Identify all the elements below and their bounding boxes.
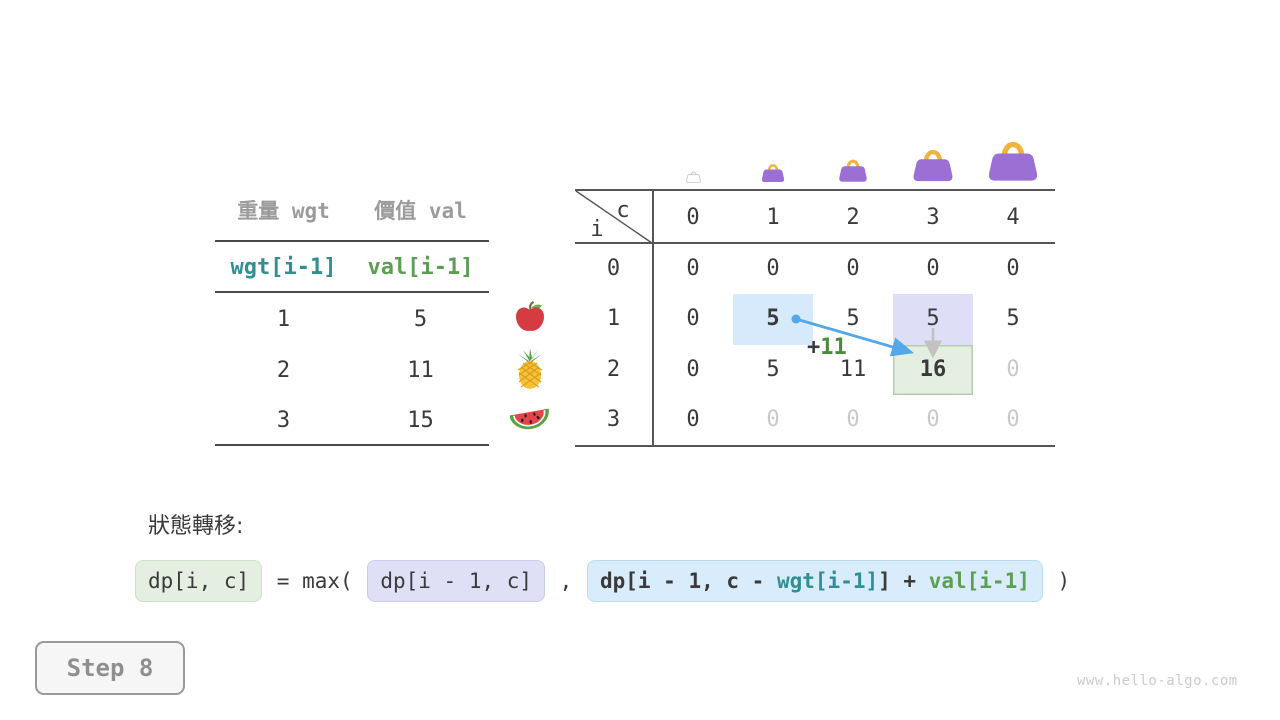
dp-cell: 0 (926, 407, 940, 433)
formula-text: dp[i - 1, c - (599, 569, 777, 593)
dp-cell: 0 (686, 255, 700, 281)
dp-header-line (575, 242, 1055, 244)
dp-col-header: 0 (686, 205, 700, 230)
formula-operator-text: ) (1043, 561, 1072, 601)
formula-term-lavender-box: dp[i - 1, c] (367, 560, 546, 602)
items-table-header-row: 重量 wgt 價值 val (215, 196, 489, 226)
dp-cell: 5 (1006, 306, 1020, 332)
dp-cell: 0 (686, 306, 700, 332)
items-table-subheader-row: wgt[i-1] val[i-1] (215, 253, 489, 283)
dp-col-header: 1 (766, 205, 780, 230)
items-table-header: 重量 wgt (237, 198, 330, 223)
formula-text: ) (1044, 569, 1071, 593)
items-table-row: 2 11 (215, 356, 489, 386)
apple-icon (506, 293, 554, 341)
dp-cell: 0 (1006, 255, 1020, 281)
dp-cell: 0 (686, 356, 700, 382)
items-table-header: 價值 val (374, 198, 467, 223)
item-value-value: 5 (413, 307, 428, 332)
step-badge: Step 8 (35, 641, 185, 695)
dp-cell: 0 (1006, 407, 1020, 433)
formula-term-blue-box: dp[i - 1, c - wgt[i-1]] + val[i-1] (586, 560, 1043, 602)
dp-cell: 0 (846, 407, 860, 433)
dp-corner-col-var: c (616, 198, 630, 223)
formula-text: wgt[i-1] (776, 569, 879, 593)
state-transition-label: 狀態轉移: (148, 514, 244, 539)
dp-cell: 0 (766, 407, 780, 433)
dp-col-header: 3 (926, 205, 940, 230)
dp-corner-row-var: i (590, 217, 604, 242)
formula-operator-text: = max( (262, 561, 367, 601)
annotation-value: 11 (820, 335, 847, 360)
formula-text: = max( (264, 569, 366, 593)
dp-cell: 0 (926, 255, 940, 281)
dp-row-header: 0 (606, 255, 621, 281)
watermelon-icon (506, 397, 554, 445)
bag-outline-icon (685, 170, 701, 183)
dp-cell: 5 (893, 294, 973, 345)
bag-icon (987, 137, 1039, 183)
dp-cell: 5 (766, 356, 780, 382)
bag-icon (912, 146, 954, 183)
item-weight-value: 2 (276, 358, 291, 383)
formula-text: ] + (878, 569, 929, 593)
pineapple-icon (506, 345, 554, 393)
dp-row-header: 3 (606, 407, 621, 433)
dp-cell: 0 (1006, 356, 1020, 382)
dp-cell: 5 (733, 294, 813, 345)
dp-row-header: 1 (606, 306, 621, 332)
dp-cell: 0 (846, 255, 860, 281)
dp-row-header: 2 (606, 356, 621, 382)
item-weight-value: 3 (276, 408, 291, 433)
watermark: www.hello-algo.com (1077, 673, 1238, 689)
dp-cell: 11 (839, 356, 867, 382)
item-weight-value: 1 (276, 307, 291, 332)
dp-cell: 16 (893, 344, 973, 395)
dp-col-header: 4 (1006, 205, 1020, 230)
formula-operator-text: , (545, 561, 587, 601)
formula-text: val[i-1] (928, 569, 1030, 593)
dp-cell: 0 (686, 407, 700, 433)
item-value-value: 11 (407, 358, 434, 383)
items-table-subheader: val[i-1] (367, 255, 474, 280)
items-table-line (215, 291, 489, 293)
dp-cell: 0 (766, 255, 780, 281)
items-table-subheader: wgt[i-1] (230, 255, 337, 280)
bag-icon (838, 157, 868, 183)
items-table-line (215, 444, 489, 446)
dp-col-header: 2 (846, 205, 860, 230)
dp-vertical-line (652, 189, 654, 447)
state-transition-formula: dp[i, c] = max( dp[i - 1, c] , dp[i - 1,… (135, 560, 1072, 602)
dp-top-line (575, 189, 1055, 191)
formula-text: , (547, 569, 585, 593)
annotation-plus-sign: + (807, 335, 821, 360)
formula-term-green-box: dp[i, c] (135, 560, 263, 602)
formula-text: dp[i, c] (148, 569, 250, 593)
formula-text: dp[i - 1, c] (380, 569, 533, 593)
bag-icon (761, 162, 785, 183)
add-value-annotation: +11 (807, 337, 847, 359)
item-value-value: 15 (407, 408, 434, 433)
dp-bottom-line (575, 445, 1055, 447)
items-table-row: 3 15 (215, 406, 489, 436)
items-table-line (215, 240, 489, 242)
